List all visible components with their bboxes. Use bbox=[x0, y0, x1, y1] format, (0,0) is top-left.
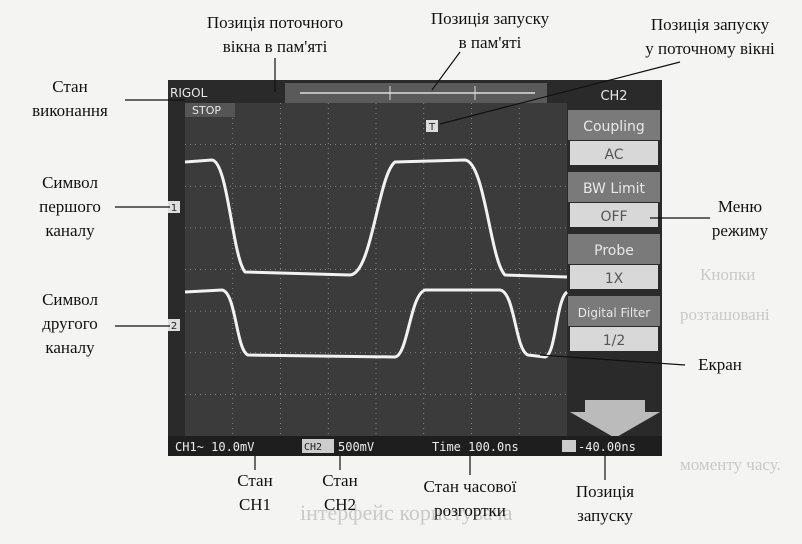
bg-text: розташовані bbox=[680, 305, 770, 324]
annotation: Символ bbox=[42, 290, 98, 309]
figure: Кнопки розташовані моменту часу. інтерфе… bbox=[0, 0, 802, 544]
ch1-marker-text: 1 bbox=[171, 203, 177, 214]
annotation: Стан часової bbox=[424, 477, 517, 496]
ch2-marker-text: 2 bbox=[171, 321, 177, 332]
annotation: запуску bbox=[577, 506, 633, 525]
annotation: Позиція поточного bbox=[207, 13, 343, 32]
trigger-status: -40.00ns bbox=[578, 440, 636, 454]
menu-title: CH2 bbox=[600, 89, 627, 104]
ch1-status: CH1~ 10.0mV bbox=[175, 440, 254, 454]
annotation: у поточному вікні bbox=[645, 39, 775, 58]
annotation: виконання bbox=[32, 101, 108, 120]
menu: CH2 Coupling AC BW Limit OFF Probe 1X Digital F… bbox=[568, 89, 660, 351]
annotation: Екран bbox=[698, 355, 742, 374]
annotation: Меню bbox=[718, 197, 763, 216]
menu-item-value: 1/2 bbox=[603, 333, 626, 349]
menu-item: Digital Filter bbox=[578, 306, 651, 320]
menu-item-value: OFF bbox=[600, 209, 627, 225]
trigger-marker-text: T bbox=[428, 122, 436, 133]
ch2-tag-text: CH2 bbox=[304, 442, 322, 453]
annotation: Позиція запуску bbox=[651, 15, 770, 34]
annotation: Стан bbox=[322, 471, 357, 490]
annotation: Символ bbox=[42, 173, 98, 192]
trigger-tag bbox=[562, 440, 576, 452]
menu-item-value: AC bbox=[604, 147, 623, 163]
annotation: режиму bbox=[712, 221, 769, 240]
annotation: Стан bbox=[237, 471, 272, 490]
annotation: розгортки bbox=[434, 501, 506, 520]
annotation: другого bbox=[42, 314, 98, 333]
brand: RIGOL bbox=[170, 86, 208, 100]
run-state: STOP bbox=[192, 104, 221, 117]
annotation: першого bbox=[39, 197, 101, 216]
bg-text: Кнопки bbox=[700, 265, 755, 284]
menu-item: Coupling bbox=[583, 119, 645, 135]
annotation: Стан bbox=[52, 77, 87, 96]
ch2-status: 500mV bbox=[338, 440, 374, 454]
annotation: вікна в пам'яті bbox=[223, 37, 328, 56]
time-status: Time 100.0ns bbox=[432, 440, 519, 454]
annotation: в пам'яті bbox=[459, 33, 522, 52]
menu-item-value: 1X bbox=[605, 271, 624, 287]
annotation: CH1 bbox=[239, 495, 271, 514]
menu-item: BW Limit bbox=[583, 181, 646, 197]
annotation: CH2 bbox=[324, 495, 356, 514]
annotation: каналу bbox=[45, 338, 95, 357]
menu-item: Probe bbox=[594, 243, 634, 259]
annotation: Позиція запуску bbox=[431, 9, 550, 28]
bg-text: моменту часу. bbox=[680, 455, 781, 474]
annotation: Позиція bbox=[576, 482, 634, 501]
annotation: каналу bbox=[45, 221, 95, 240]
page: Кнопки розташовані моменту часу. інтерфе… bbox=[0, 0, 802, 544]
